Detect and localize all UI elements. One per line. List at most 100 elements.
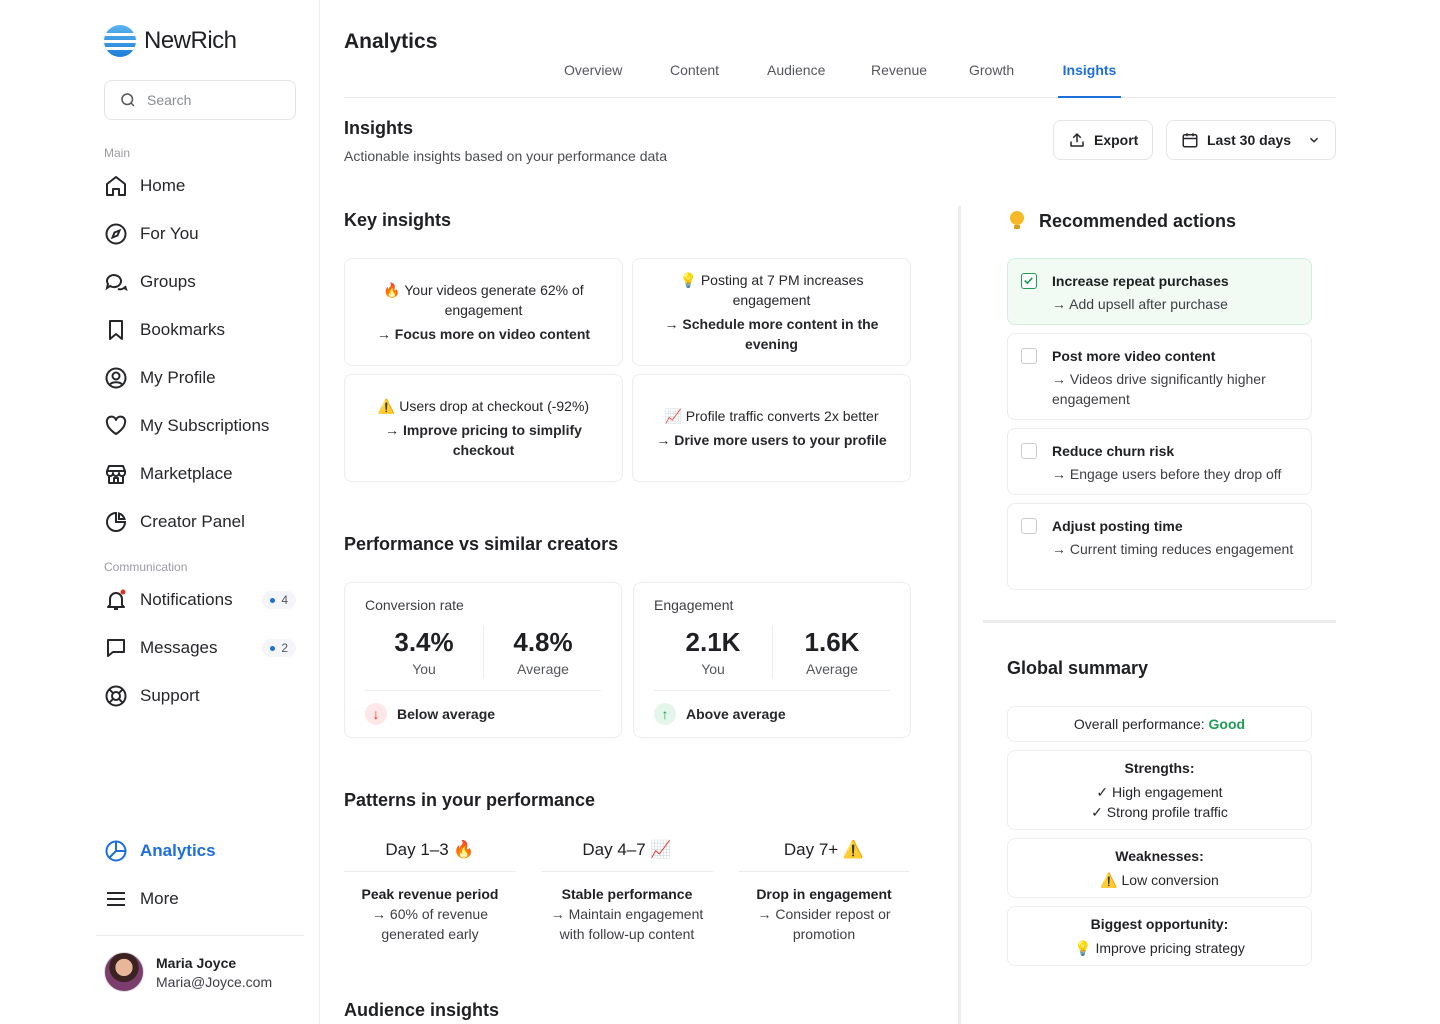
action-item[interactable]: Increase repeat purchases → Add upsell a… [1007,258,1312,325]
analytics-tabs: Overview Content Audience Revenue Growth… [344,60,1336,98]
message-count-badge: 2 [262,639,296,657]
pattern-period: Day 7+ ⚠️ [738,832,910,872]
analytics-icon [105,840,127,862]
sidebar-item-label: Messages [140,638,218,657]
tab-growth[interactable]: Growth [969,62,1015,78]
metric-divider [654,690,890,691]
sidebar-item-label: Groups [140,272,196,291]
user-profile[interactable]: Maria Joyce Maria@Joyce.com [104,952,272,992]
sidebar-item-notifications[interactable]: Notifications 4 [104,586,296,614]
tab-revenue[interactable]: Revenue [871,62,928,78]
section-title: Insights [344,118,414,138]
sidebar-item-label: Creator Panel [140,512,245,531]
action-item[interactable]: Reduce churn risk → Engage users before … [1007,428,1312,495]
tab-audience[interactable]: Audience [767,62,826,78]
user-email: Maria@Joyce.com [156,973,273,990]
globe-logo-icon [104,25,136,57]
metric-average-value: 4.8% [513,627,573,657]
action-item[interactable]: Post more video content → Videos drive s… [1007,333,1312,420]
sidebar-item-for-you[interactable]: For You [104,220,296,248]
sidebar-item-my-profile[interactable]: My Profile [104,364,296,392]
metric-label: Engagement [654,597,734,613]
bookmark-icon [109,320,123,340]
checkbox-icon[interactable] [1021,443,1037,459]
insight-card[interactable]: ⚠️ Users drop at checkout (-92%) → Impro… [344,374,623,482]
brand-logo[interactable]: NewRich [104,25,237,57]
opportunity-card: Biggest opportunity: 💡 Improve pricing s… [1007,906,1312,966]
metric-status-label: Above average [686,706,786,722]
sidebar-item-marketplace[interactable]: Marketplace [104,460,296,488]
section-divider [983,620,1336,623]
action-description: → Videos drive significantly higher enga… [1052,371,1266,407]
sidebar-item-groups[interactable]: Groups [104,268,296,296]
metric-you-label: You [412,661,436,677]
insight-card[interactable]: 📈 Profile traffic converts 2x better → D… [632,374,911,482]
weaknesses-card: Weaknesses: ⚠️ Low conversion [1007,838,1312,898]
badge-dot [270,597,276,603]
sidebar-item-label: Marketplace [140,464,233,483]
recommended-actions-title: Recommended actions [1007,210,1236,232]
tab-overview[interactable]: Overview [564,62,623,78]
insight-card[interactable]: 🔥 Your videos generate 62% of engagement… [344,258,623,366]
chat-bubbles-icon [105,274,128,291]
sidebar-item-messages[interactable]: Messages 2 [104,634,296,662]
sidebar-item-support[interactable]: Support [104,682,296,710]
date-range-select[interactable]: Last 30 days [1166,120,1336,160]
action-description: → Engage users before they drop off [1052,466,1282,482]
pie-chart-icon [106,511,127,532]
badge-count: 2 [281,641,288,655]
metric-divider [365,690,601,691]
pattern-column: Day 1–3 🔥 Peak revenue period → 60% of r… [344,832,516,944]
sidebar-item-label: For You [140,224,199,243]
checkbox-icon[interactable] [1021,518,1037,534]
action-description: → Add upsell after purchase [1052,296,1228,312]
pattern-description: → 60% of revenue generated early [372,906,488,942]
metric-divider [772,625,773,679]
badge-count: 4 [281,593,288,607]
checkbox-checked-icon[interactable] [1021,273,1037,289]
date-range-label: Last 30 days [1207,132,1292,148]
export-button[interactable]: Export [1053,120,1154,160]
heart-icon [105,415,127,435]
recommended-actions-label: Recommended actions [1039,210,1237,231]
sidebar-item-more[interactable]: More [104,885,296,913]
sidebar-item-my-subscriptions[interactable]: My Subscriptions [104,412,296,440]
insight-card[interactable]: 💡 Posting at 7 PM increases engagement →… [632,258,911,366]
opportunity-item: 💡 Improve pricing strategy [1074,940,1245,956]
brand-name: NewRich [144,27,237,54]
action-title: Post more video content [1052,348,1216,364]
performance-title: Performance vs similar creators [344,534,619,554]
badge-dot [270,645,276,651]
section-label-communication: Communication [104,560,188,574]
sidebar-item-label: Analytics [140,841,216,860]
tab-insights[interactable]: Insights [1058,62,1121,98]
search-input[interactable]: Search [104,80,296,120]
pattern-period: Day 4–7 📈 [541,832,713,872]
pattern-period: Day 1–3 🔥 [344,832,516,872]
sidebar-item-creator-panel[interactable]: Creator Panel [104,508,296,536]
insight-text: 📈 Profile traffic converts 2x better [664,408,879,424]
calendar-icon [1182,133,1198,148]
insight-action: → Focus more on video content [376,326,591,342]
audience-insights-title: Audience insights [344,1000,500,1020]
action-title: Reduce churn risk [1052,443,1175,459]
sidebar-item-label: My Subscriptions [140,416,270,435]
sidebar-item-bookmarks[interactable]: Bookmarks [104,316,296,344]
metric-you-value: 2.1K [685,627,741,657]
search-icon [121,93,135,107]
sidebar-item-analytics[interactable]: Analytics [104,837,296,865]
insight-action: → Improve pricing to simplify checkout [385,422,582,458]
store-icon [106,465,126,484]
lifebuoy-icon [105,685,127,707]
action-item[interactable]: Adjust posting time → Current timing red… [1007,503,1312,590]
sidebar-item-home[interactable]: Home [104,172,296,200]
search-placeholder: Search [147,92,192,108]
pattern-title: Peak revenue period [361,886,499,902]
engagement-card: Engagement 2.1K You 1.6K Average ↑ Above… [633,582,911,738]
metric-status: ↑ Above average [654,703,786,725]
overall-performance-row: Overall performance: Good [1008,714,1311,734]
checkbox-icon[interactable] [1021,348,1037,364]
metric-status: ↓ Below average [365,703,495,725]
pattern-description: → Consider repost or promotion [757,906,891,942]
tab-content[interactable]: Content [670,62,720,78]
